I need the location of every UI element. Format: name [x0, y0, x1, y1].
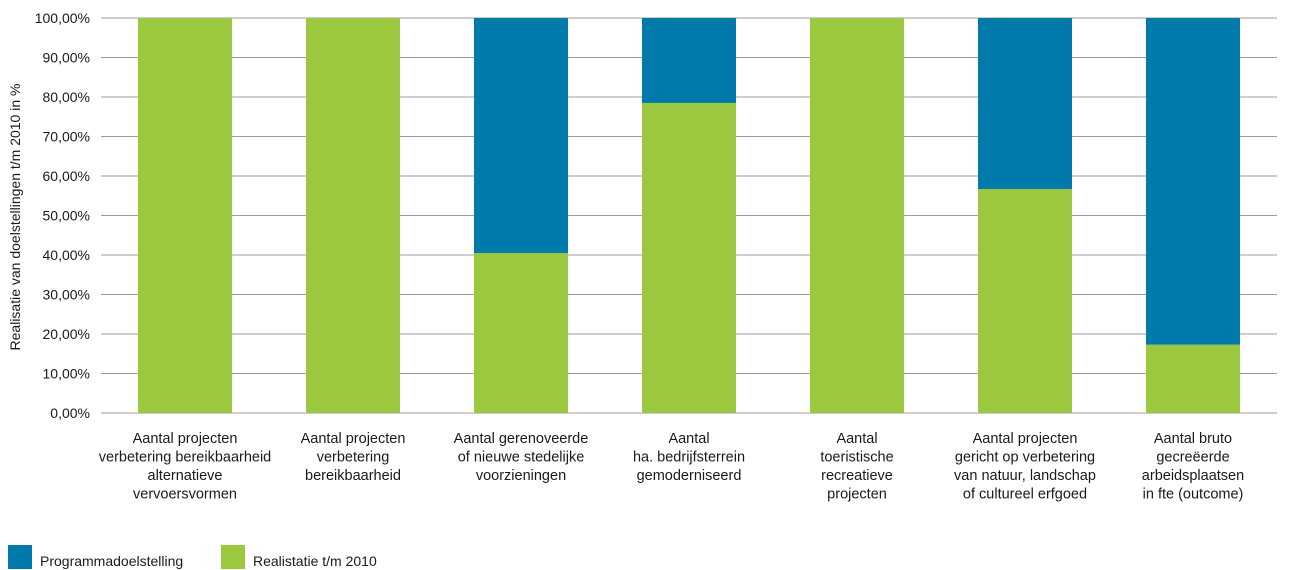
- x-category-line: verbetering: [317, 450, 390, 466]
- legend-swatch: [221, 545, 245, 569]
- x-category-line: of nieuwe stedelijke: [458, 450, 585, 466]
- y-tick-label: 60,00%: [43, 168, 90, 184]
- legend: Programmadoelstelling Realistatie t/m 201…: [8, 545, 377, 569]
- x-category-line: alternatieve: [148, 468, 223, 484]
- x-category-line: in fte (outcome): [1143, 487, 1244, 503]
- x-category-label: Aantal projecten verbetering bereikbaarhe…: [99, 431, 272, 503]
- bar-realisatie: [978, 189, 1072, 413]
- y-tick-label: 50,00%: [43, 208, 90, 224]
- x-category-line: projecten: [827, 487, 887, 503]
- x-category-line: bereikbaarheid: [305, 468, 401, 484]
- x-category-line: van natuur, landschap: [954, 468, 1096, 484]
- y-tick-label: 80,00%: [43, 89, 90, 105]
- bar-realisatie: [642, 102, 736, 414]
- x-category-line: gericht op verbetering: [955, 450, 1095, 466]
- bar-realisatie: [1146, 344, 1240, 413]
- x-category-line: recreatieve: [821, 468, 893, 484]
- bar-programmadoelstelling: [978, 18, 1072, 190]
- y-axis-label: Realisatie van doelstellingen t/m 2010 i…: [7, 84, 23, 351]
- legend-label: Programmadoelstelling: [40, 553, 183, 569]
- x-category-line: Aantal projecten: [133, 431, 238, 447]
- x-category-line: arbeidsplaatsen: [1142, 468, 1244, 484]
- y-tick-label: 0,00%: [50, 405, 90, 421]
- y-tick-label: 100,00%: [35, 10, 90, 26]
- y-tick-label: 90,00%: [43, 50, 90, 66]
- bar-realisatie: [474, 253, 568, 413]
- x-category-line: vervoersvormen: [133, 487, 237, 503]
- y-tick-label: 30,00%: [43, 287, 90, 303]
- x-category-label: Aantal projecten verbetering bereikbaarhei…: [301, 431, 406, 484]
- x-category-line: verbetering bereikbaarheid: [99, 450, 272, 466]
- x-category-label: Aantal gerenoveerde of nieuwe stedelijke v…: [454, 431, 589, 484]
- y-tick-label: 10,00%: [43, 366, 90, 382]
- y-tick-label: 70,00%: [43, 129, 90, 145]
- y-tick-label: 20,00%: [43, 326, 90, 342]
- x-category-label: Aantal bruto gecreëerde arbeidsplaatsen in …: [1142, 431, 1244, 503]
- x-category-line: of cultureel erfgoed: [963, 487, 1087, 503]
- x-category-line: Aantal: [668, 431, 709, 447]
- bar-programmadoelstelling: [474, 18, 568, 254]
- x-category-line: Aantal gerenoveerde: [454, 431, 589, 447]
- bar-realisatie: [306, 18, 400, 413]
- x-category-line: gecreëerde: [1156, 450, 1229, 466]
- x-category-label: Aantal toeristische recreatieve projecten: [820, 431, 893, 503]
- x-category-label: Aantal projecten gericht op verbetering va…: [954, 431, 1096, 503]
- x-category-line: Aantal projecten: [301, 431, 406, 447]
- bar-realisatie: [138, 18, 232, 413]
- x-category-line: Aantal bruto: [1154, 431, 1232, 447]
- x-category-line: toeristische: [820, 450, 893, 466]
- x-category-line: Aantal projecten: [973, 431, 1078, 447]
- bar-programmadoelstelling: [642, 18, 736, 103]
- x-axis-categories: Aantal projecten verbetering bereikbaarhe…: [99, 431, 1244, 503]
- x-category-line: voorzieningen: [476, 468, 566, 484]
- x-category-line: Aantal: [836, 431, 877, 447]
- x-category-line: gemoderniseerd: [637, 468, 742, 484]
- x-category-label: Aantal ha. bedrijfsterrein gemoderniseerd: [633, 431, 745, 484]
- y-axis-ticks: 0,00% 10,00% 20,00% 30,00% 40,00% 50,00% 60,00…: [35, 10, 90, 421]
- bar-realisatie: [810, 18, 904, 413]
- legend-label: Realistatie t/m 2010: [253, 553, 377, 569]
- legend-swatch: [8, 545, 32, 569]
- x-category-line: ha. bedrijfsterrein: [633, 450, 745, 466]
- y-tick-label: 40,00%: [43, 247, 90, 263]
- bars: [138, 18, 1240, 414]
- bar-programmadoelstelling: [1146, 18, 1240, 345]
